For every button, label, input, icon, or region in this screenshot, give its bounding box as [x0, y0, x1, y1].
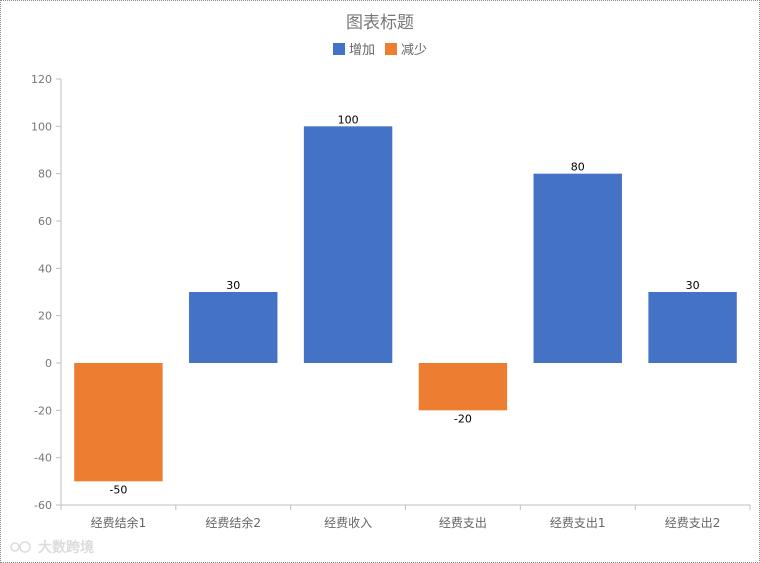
y-tick-label: -60 [34, 499, 52, 512]
legend-label-increase: 增加 [348, 43, 375, 58]
y-tick-label: 20 [38, 310, 52, 323]
x-category-label: 经费结余1 [91, 515, 147, 530]
legend-item-increase: 增加 [332, 39, 375, 58]
bar [418, 363, 508, 411]
data-label: 30 [226, 279, 240, 292]
bar [189, 292, 278, 363]
legend: 增加 减少 [0, 39, 760, 58]
y-tick-label: 40 [38, 262, 52, 275]
data-label: 30 [686, 279, 700, 292]
x-category-label: 经费支出2 [665, 516, 721, 530]
legend-swatch-increase [332, 42, 345, 55]
watermark-text: 大数跨境 [38, 540, 94, 556]
bar [74, 363, 163, 482]
y-tick-label: -20 [34, 404, 52, 417]
data-label: -20 [454, 412, 472, 425]
legend-swatch-decrease [385, 42, 397, 55]
chart-title: 图表标题 [346, 13, 414, 33]
x-category-label: 经费结余2 [205, 515, 261, 530]
legend-item-decrease: 减少 [385, 39, 427, 58]
watermark: 大数跨境 [10, 537, 94, 557]
bar [648, 292, 737, 363]
y-tick-label: 100 [31, 120, 52, 133]
y-tick-label: 80 [38, 168, 52, 181]
watermark-logo-icon [10, 541, 31, 553]
x-category-label: 经费支出1 [550, 516, 606, 530]
x-category-label: 经费收入 [324, 516, 372, 530]
bar [533, 173, 622, 363]
data-label: 100 [338, 113, 359, 126]
legend-label-decrease: 减少 [401, 43, 428, 58]
y-tick-label: 0 [45, 357, 52, 370]
y-tick-label: -40 [34, 452, 52, 465]
y-tick-label: 120 [31, 73, 52, 86]
data-label: 80 [571, 161, 585, 174]
bar [303, 126, 393, 363]
x-category-label: 经费支出 [439, 516, 487, 530]
y-tick-label: 60 [38, 215, 52, 228]
data-label: -50 [109, 483, 127, 496]
